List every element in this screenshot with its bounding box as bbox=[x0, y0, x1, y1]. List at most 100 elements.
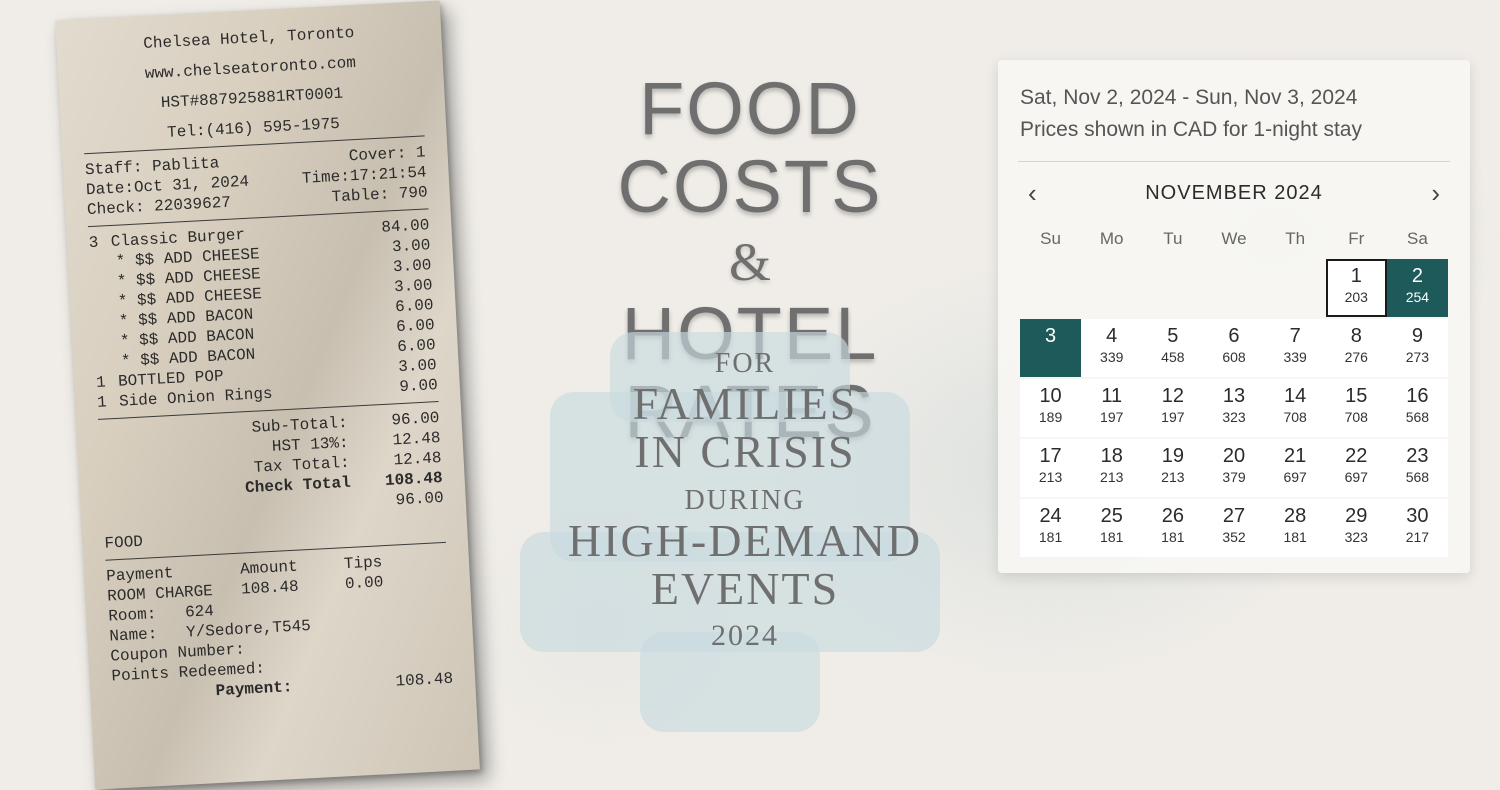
receipt: Chelsea Hotel, Toronto www.chelseatoront… bbox=[55, 0, 480, 789]
pay-c3: 0.00 bbox=[344, 571, 415, 595]
sub-incrisis: IN CRISIS bbox=[540, 428, 950, 476]
calendar-day[interactable]: 13323 bbox=[1203, 379, 1264, 437]
day-number: 30 bbox=[1387, 505, 1448, 527]
day-number: 26 bbox=[1142, 505, 1203, 527]
day-price: 323 bbox=[1326, 529, 1387, 545]
day-number: 23 bbox=[1387, 445, 1448, 467]
day-number: 16 bbox=[1387, 385, 1448, 407]
calendar-day[interactable]: 27352 bbox=[1203, 499, 1264, 557]
price-note: Prices shown in CAD for 1-night stay bbox=[1020, 114, 1448, 146]
calendar-day[interactable]: 25181 bbox=[1081, 499, 1142, 557]
day-number: 18 bbox=[1081, 445, 1142, 467]
day-price: 708 bbox=[1326, 409, 1387, 425]
calendar-day[interactable]: 8276 bbox=[1326, 319, 1387, 377]
time-label: Time: bbox=[301, 167, 350, 187]
calendar-day[interactable]: 26181 bbox=[1142, 499, 1203, 557]
day-price: 189 bbox=[1020, 409, 1081, 425]
calendar-day[interactable]: 29323 bbox=[1326, 499, 1387, 557]
day-number: 4 bbox=[1081, 325, 1142, 347]
day-price: 339 bbox=[1265, 349, 1326, 365]
day-price: 181 bbox=[1020, 529, 1081, 545]
day-price: 379 bbox=[1203, 469, 1264, 485]
day-number: 27 bbox=[1203, 505, 1264, 527]
total-amount: 96.00 bbox=[363, 488, 444, 512]
calendar-day[interactable]: 19213 bbox=[1142, 439, 1203, 497]
day-number: 6 bbox=[1203, 325, 1264, 347]
calendar-day[interactable]: 14708 bbox=[1265, 379, 1326, 437]
next-month-button[interactable]: › bbox=[1423, 174, 1448, 213]
calendar-day[interactable]: 9273 bbox=[1387, 319, 1448, 377]
item-amount: 9.00 bbox=[367, 375, 438, 399]
calendar-dow: Sa bbox=[1387, 223, 1448, 257]
prev-month-button[interactable]: ‹ bbox=[1020, 174, 1045, 213]
calendar-day[interactable]: 12197 bbox=[1142, 379, 1203, 437]
sub-for: FOR bbox=[540, 348, 950, 380]
day-price: 568 bbox=[1387, 469, 1448, 485]
calendar-grid: SuMoTuWeThFrSa12032254343395458660873398… bbox=[1020, 223, 1448, 557]
calendar-day[interactable]: 24181 bbox=[1020, 499, 1081, 557]
day-number: 11 bbox=[1081, 385, 1142, 407]
calendar-empty bbox=[1142, 259, 1203, 317]
staff-value: Pablita bbox=[152, 154, 220, 175]
day-number: 5 bbox=[1142, 325, 1203, 347]
day-number: 1 bbox=[1326, 265, 1387, 287]
calendar-day[interactable]: 17213 bbox=[1020, 439, 1081, 497]
calendar-header: ‹ NOVEMBER 2024 › bbox=[1020, 174, 1448, 213]
calendar-day[interactable]: 30217 bbox=[1387, 499, 1448, 557]
footer-payment-label: Payment: bbox=[215, 678, 293, 700]
calendar-day[interactable]: 22697 bbox=[1326, 439, 1387, 497]
day-price: 217 bbox=[1387, 529, 1448, 545]
calendar-day[interactable]: 16568 bbox=[1387, 379, 1448, 437]
sub-families: FAMILIES bbox=[540, 380, 950, 428]
day-number: 19 bbox=[1142, 445, 1203, 467]
day-price: 181 bbox=[1142, 529, 1203, 545]
item-qty: 1 bbox=[96, 372, 119, 393]
calendar-day[interactable]: 6608 bbox=[1203, 319, 1264, 377]
sub-high: HIGH-DEMAND bbox=[540, 517, 950, 565]
day-price: 708 bbox=[1265, 409, 1326, 425]
calendar-day[interactable]: 5458 bbox=[1142, 319, 1203, 377]
calendar-day[interactable]: 2254 bbox=[1387, 259, 1448, 317]
day-number: 17 bbox=[1020, 445, 1081, 467]
day-price: 254 bbox=[1387, 289, 1448, 305]
day-price: 697 bbox=[1326, 469, 1387, 485]
footer-payment-amount: 108.48 bbox=[395, 669, 454, 692]
day-number: 2 bbox=[1387, 265, 1448, 287]
title-ampersand: & bbox=[500, 231, 1000, 293]
day-number: 12 bbox=[1142, 385, 1203, 407]
day-price: 352 bbox=[1203, 529, 1264, 545]
calendar-empty bbox=[1265, 259, 1326, 317]
room-value: 624 bbox=[185, 602, 215, 621]
calendar-dow: We bbox=[1203, 223, 1264, 257]
subtitle-block: FOR FAMILIES IN CRISIS DURING HIGH-DEMAN… bbox=[540, 340, 950, 653]
calendar-day[interactable]: 10189 bbox=[1020, 379, 1081, 437]
day-price: 181 bbox=[1081, 529, 1142, 545]
table-value: 790 bbox=[398, 183, 428, 202]
day-number: 14 bbox=[1265, 385, 1326, 407]
calendar-day[interactable]: 15708 bbox=[1326, 379, 1387, 437]
calendar-empty bbox=[1081, 259, 1142, 317]
calendar-day[interactable]: 7339 bbox=[1265, 319, 1326, 377]
receipt-items: 3Classic Burger84.00* $$ ADD CHEESE3.00*… bbox=[88, 215, 438, 413]
check-value: 22039627 bbox=[154, 194, 232, 216]
item-qty: 3 bbox=[88, 232, 111, 253]
calendar-day[interactable]: 18213 bbox=[1081, 439, 1142, 497]
day-price: 203 bbox=[1326, 289, 1387, 305]
day-price: 568 bbox=[1387, 409, 1448, 425]
date-label: Date: bbox=[86, 179, 135, 199]
day-price: 213 bbox=[1142, 469, 1203, 485]
calendar-day[interactable]: 21697 bbox=[1265, 439, 1326, 497]
calendar-day[interactable]: 3 bbox=[1020, 319, 1081, 377]
calendar-day[interactable]: 28181 bbox=[1265, 499, 1326, 557]
calendar-day[interactable]: 4339 bbox=[1081, 319, 1142, 377]
calendar-day[interactable]: 11197 bbox=[1081, 379, 1142, 437]
calendar-day[interactable]: 20379 bbox=[1203, 439, 1264, 497]
item-qty: 1 bbox=[97, 392, 120, 413]
day-number: 20 bbox=[1203, 445, 1264, 467]
day-number: 22 bbox=[1326, 445, 1387, 467]
day-price: 323 bbox=[1203, 409, 1264, 425]
calendar-day[interactable]: 23568 bbox=[1387, 439, 1448, 497]
calendar-day[interactable]: 1203 bbox=[1326, 259, 1387, 317]
calendar-empty bbox=[1020, 259, 1081, 317]
calendar-dow: Th bbox=[1265, 223, 1326, 257]
